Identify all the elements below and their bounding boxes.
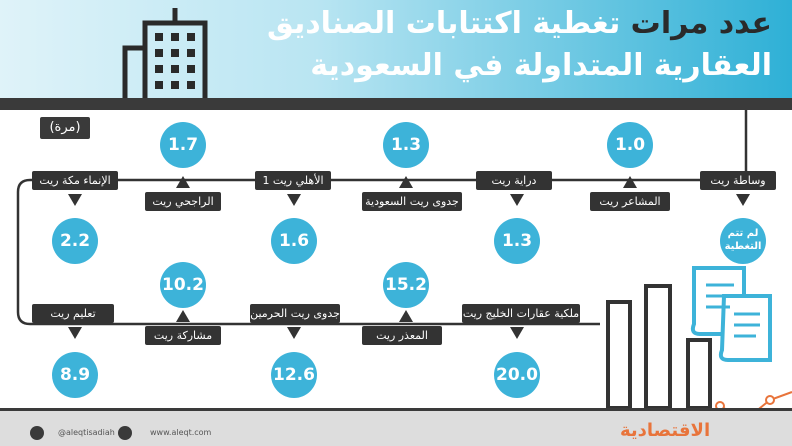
fund-label: الإنماء مكة ريت	[32, 171, 118, 190]
value-bubble: 15.2	[383, 262, 429, 308]
fund-label: المشاعر ريت	[590, 192, 670, 211]
fund-label: دراية ريت	[476, 171, 552, 190]
fund-label: الراجحي ريت	[145, 192, 221, 211]
title-part1: عدد مرات	[630, 6, 772, 41]
twitter-icon	[30, 426, 44, 440]
value-bubble: 8.9	[52, 352, 98, 398]
brand-logo-text: الاقتصادية	[620, 420, 711, 441]
building-icon	[122, 8, 208, 103]
header-divider	[0, 98, 792, 110]
header-banner: عدد مرات تغطية اكتتابات الصناديق العقاري…	[0, 0, 792, 110]
footer-site: www.aleqt.com	[150, 428, 212, 437]
value-bubble: 10.2	[160, 262, 206, 308]
chart-title-line1: عدد مرات تغطية اكتتابات الصناديق	[267, 6, 772, 41]
fund-label: مشاركة ريت	[145, 326, 221, 345]
value-bubble: 1.3	[383, 122, 429, 168]
fund-label: المعذر ريت	[362, 326, 442, 345]
chart-title-line2: العقارية المتداولة في السعودية	[310, 48, 772, 83]
unit-label: (مرة)	[40, 117, 90, 139]
fund-label: جدوى ريت السعودية	[362, 192, 462, 211]
value-bubble: 1.7	[160, 122, 206, 168]
footer-bar	[0, 408, 792, 446]
web-icon	[118, 426, 132, 440]
fund-label: الأهلي ريت 1	[255, 171, 331, 190]
value-bubble: لم تتم التغطية	[720, 218, 766, 264]
title-part2: تغطية اكتتابات الصناديق	[266, 6, 621, 41]
value-bubble: 12.6	[271, 352, 317, 398]
fund-label: ملكية عقارات الخليج ريت	[462, 304, 580, 323]
value-bubble: 1.0	[607, 122, 653, 168]
value-bubble: 2.2	[52, 218, 98, 264]
footer-handle: @aleqtisadiah	[58, 428, 115, 437]
value-bubble: 20.0	[494, 352, 540, 398]
fund-label: جدوى ريت الحرمين	[250, 304, 340, 323]
fund-label: وساطة ريت	[700, 171, 776, 190]
value-bubble: 1.6	[271, 218, 317, 264]
value-bubble: 1.3	[494, 218, 540, 264]
fund-label: تعليم ريت	[32, 304, 114, 323]
